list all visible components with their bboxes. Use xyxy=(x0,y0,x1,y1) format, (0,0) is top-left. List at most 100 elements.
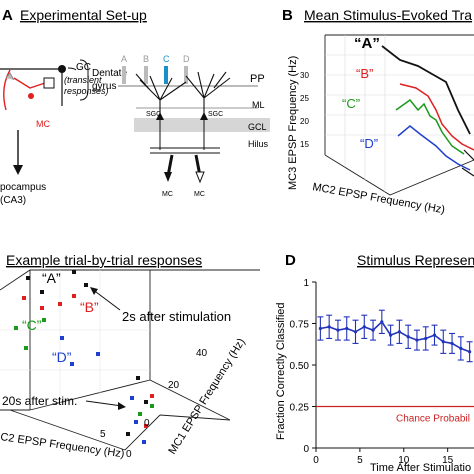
dentate-label-1: Dentate xyxy=(92,68,127,79)
point-c xyxy=(150,404,154,408)
d-xtick-label: 10 xyxy=(398,455,410,466)
point-a xyxy=(144,400,148,404)
sgc-tree-2 xyxy=(185,71,231,118)
point-a xyxy=(72,270,76,274)
sgc-soma-2 xyxy=(200,112,208,120)
panel-d-letter: D xyxy=(285,252,296,269)
mc-label-1: MC xyxy=(162,191,173,198)
tick-15: 15 xyxy=(300,140,309,149)
hippo-label-2: (CA3) xyxy=(0,195,26,206)
tick-25: 25 xyxy=(300,94,309,103)
panel-b-zlabel: MC3 EPSP Frequency (Hz) xyxy=(287,56,299,190)
tick-30: 30 xyxy=(300,71,309,80)
panel-c: Example trial-by-trial responses xyxy=(0,252,260,460)
pp-label: PP xyxy=(250,73,265,85)
output-arrowhead xyxy=(13,165,23,175)
hippo-label-1: pocampus xyxy=(0,182,46,193)
mc-box xyxy=(43,77,55,89)
trajectory-b xyxy=(399,83,474,151)
point-a xyxy=(40,290,44,294)
gcl-band xyxy=(134,118,270,132)
d-data-point xyxy=(432,333,437,337)
trajectory-ends xyxy=(461,149,474,177)
c-box-floor xyxy=(9,409,231,451)
panel-b: B Mean Stimulus-Evoked Tra 15 20 25 30 M… xyxy=(282,7,474,216)
panel-a: A Experimental Set-up GC (transient resp… xyxy=(0,7,270,206)
ml-label: ML xyxy=(252,100,265,110)
d-data-point xyxy=(353,330,358,334)
d-chance-label: Chance Probabil xyxy=(396,414,470,425)
d-data-point xyxy=(389,333,393,337)
point-b xyxy=(72,294,76,298)
d-data-point xyxy=(371,328,375,332)
d-data-point xyxy=(424,336,428,341)
d-data-point xyxy=(345,326,349,331)
d-data-point xyxy=(459,346,463,350)
c-points-c xyxy=(14,318,154,416)
d-data-point xyxy=(362,325,366,329)
input-label-c: C xyxy=(163,54,170,64)
point-d xyxy=(70,362,74,366)
panel-a-letter: A xyxy=(2,7,13,24)
point-d xyxy=(134,420,138,424)
d-ylabel: Fraction Correctly Classified xyxy=(275,302,287,440)
gc-soma xyxy=(58,65,66,73)
c-label-c: “C” xyxy=(22,317,42,333)
d-reference: Chance Probabil xyxy=(316,405,474,425)
dentate-label-2: gyrus xyxy=(92,81,116,92)
label-d: “D” xyxy=(360,136,378,151)
point-c xyxy=(138,412,142,416)
point-b xyxy=(40,306,44,310)
mc-soma-1 xyxy=(164,172,172,182)
c-label-b: “B” xyxy=(80,299,99,315)
input-label-b: B xyxy=(143,54,149,64)
annot-20s: 20s after stim. xyxy=(2,394,77,408)
d-data-point xyxy=(327,325,331,329)
trajectory-a xyxy=(381,45,471,135)
label-a: “A” xyxy=(354,35,380,52)
d-data-point xyxy=(406,335,410,339)
tick-20: 20 xyxy=(300,117,309,126)
d-data-point xyxy=(397,330,401,334)
panel-b-xlabel: MC2 EPSP Frequency (Hz) xyxy=(311,181,445,216)
point-c xyxy=(42,318,46,322)
d-xtick-label: 0 xyxy=(313,455,319,466)
trajectory-c xyxy=(395,98,465,155)
c-points-b xyxy=(22,294,154,428)
sgc-tree-1 xyxy=(135,73,187,118)
annot-2s-arrowhead xyxy=(90,287,98,295)
d-xlabel: Time After Stimulatio xyxy=(370,462,471,474)
annot-2s: 2s after stimulation xyxy=(122,309,231,324)
c-xtick-5: 5 xyxy=(100,429,106,440)
hilus-axons xyxy=(150,120,220,154)
gc-label: GC xyxy=(76,62,91,73)
annot-20s-arrowhead xyxy=(118,402,126,410)
d-data-point xyxy=(441,340,445,344)
point-d xyxy=(142,440,146,444)
panel-b-letter: B xyxy=(282,7,293,24)
sgc-soma-1 xyxy=(156,112,164,120)
label-b: “B” xyxy=(356,66,373,81)
d-series-line xyxy=(320,320,470,353)
point-b xyxy=(58,302,62,306)
panel-d: D Stimulus Represent Fraction Correctly … xyxy=(275,252,474,474)
mc-dendrites xyxy=(166,154,202,177)
d-data-point xyxy=(336,328,340,332)
gcl-label: GCL xyxy=(248,122,267,132)
mc-axon xyxy=(3,69,49,111)
d-ytick-label: 0.75 xyxy=(290,320,310,331)
mc-label-2: MC xyxy=(194,191,205,198)
d-xtick-label: 5 xyxy=(357,455,363,466)
d-data-point xyxy=(415,338,419,342)
c-ytick-0: 0 xyxy=(144,418,150,429)
input-label-d: D xyxy=(183,54,190,64)
d-xtick-label: 15 xyxy=(442,455,454,466)
c-ytick-40: 40 xyxy=(196,348,208,359)
d-ytick-label: 0.50 xyxy=(290,361,310,372)
point-a xyxy=(26,276,30,280)
point-b xyxy=(22,296,26,300)
mc-soma-2 xyxy=(195,171,205,184)
point-b xyxy=(150,394,154,398)
